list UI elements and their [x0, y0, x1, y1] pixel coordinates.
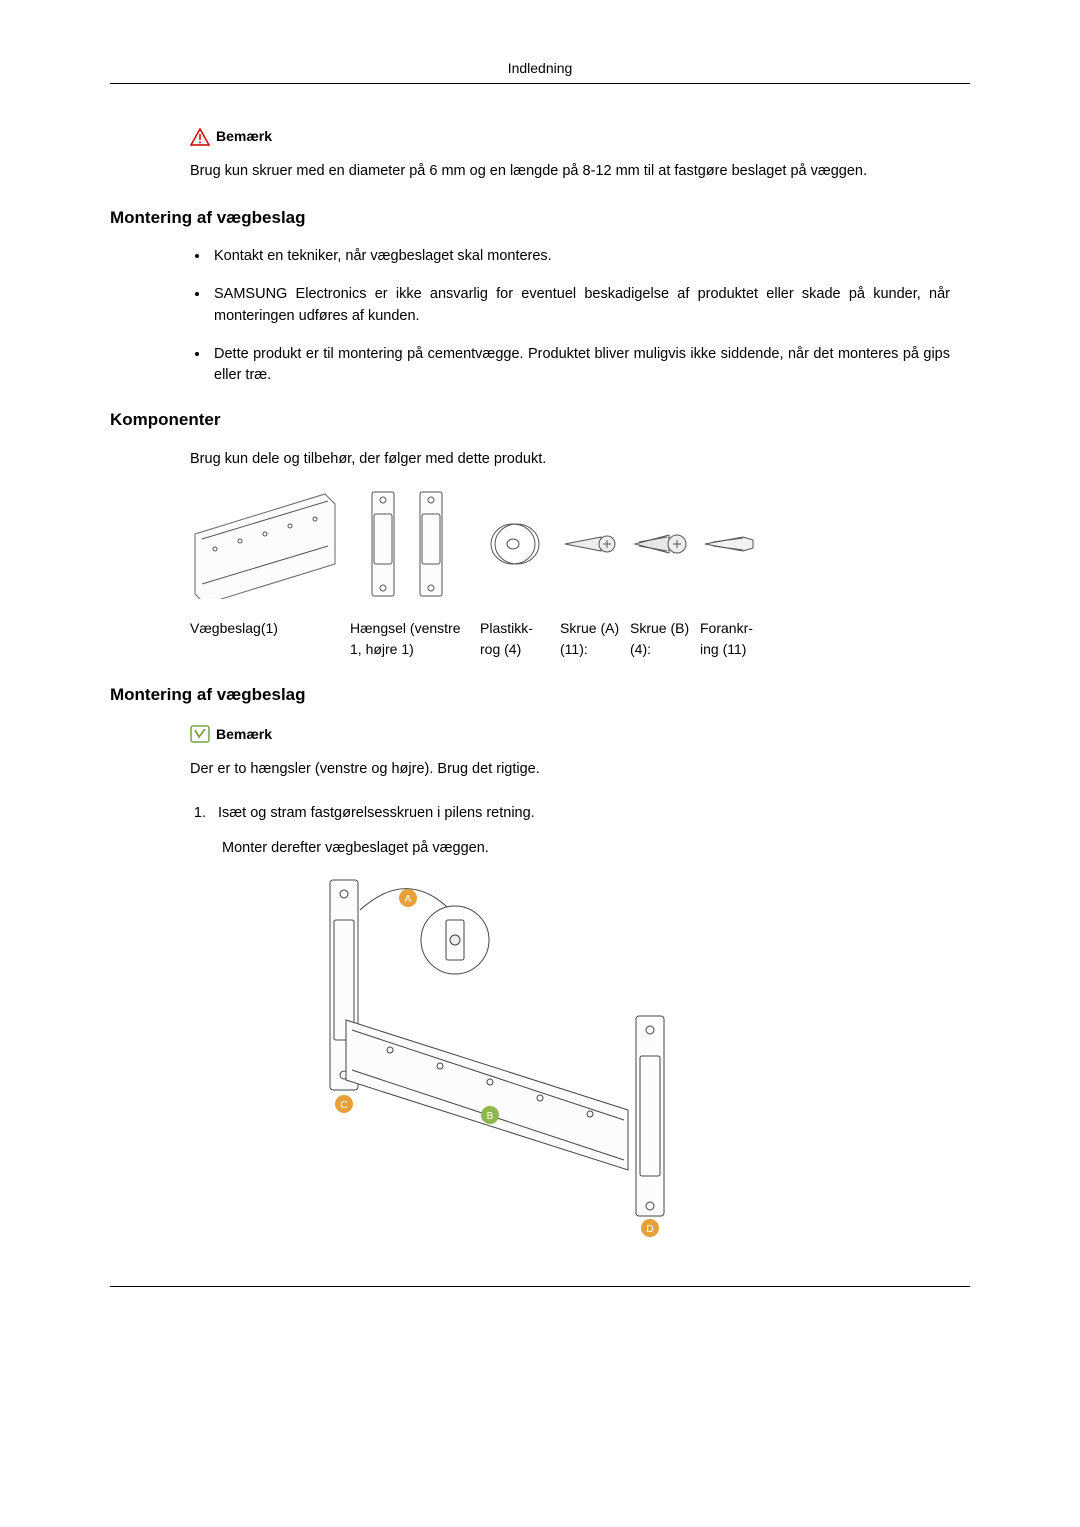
- bullet-list: Kontakt en tekniker, når vægbeslaget ska…: [210, 246, 950, 387]
- component-screw-b-icon: [630, 484, 690, 604]
- numbered-item: Isæt og stram fastgørelsesskruen i pilen…: [210, 803, 950, 825]
- info-note: Bemærk: [190, 724, 970, 745]
- marker-b: B: [487, 1111, 494, 1122]
- bullet-item: SAMSUNG Electronics er ikke ansvarlig fo…: [210, 284, 950, 328]
- numbered-list: Isæt og stram fastgørelsesskruen i pilen…: [210, 803, 950, 825]
- caution-note: Bemærk: [190, 126, 970, 147]
- footer-rule: [110, 1286, 970, 1287]
- caution-text: Brug kun skruer med en diameter på 6 mm …: [190, 161, 950, 183]
- component-label: Forankr-ing (11): [700, 618, 760, 660]
- section-title-components: Komponenter: [110, 407, 970, 433]
- component-label: Vægbeslag(1): [190, 618, 340, 639]
- component-screw-a-icon: [560, 484, 620, 604]
- component-hinge-icon: [350, 484, 470, 604]
- info-note-label: Bemærk: [216, 724, 272, 745]
- note-text: Der er to hængsler (venstre og højre). B…: [190, 759, 950, 781]
- page-header: Indledning: [110, 58, 970, 84]
- components-intro: Brug kun dele og tilbehør, der følger me…: [190, 449, 950, 471]
- component-label: Skrue (A)(11):: [560, 618, 620, 660]
- component-label: Skrue (B)(4):: [630, 618, 690, 660]
- marker-d: D: [646, 1224, 653, 1235]
- bullet-item: Dette produkt er til montering på cement…: [210, 344, 950, 388]
- assembly-diagram: A B C D: [300, 870, 970, 1246]
- component-label: Plastikk-rog (4): [480, 618, 550, 660]
- caution-label: Bemærk: [216, 126, 272, 147]
- component-labels: Vægbeslag(1) Hængsel (venstre 1, højre 1…: [190, 618, 970, 660]
- component-bracket-icon: [190, 484, 340, 604]
- marker-c: C: [340, 1100, 347, 1111]
- section-title-mounting-2: Montering af vægbeslag: [110, 682, 970, 708]
- component-anchor-icon: [700, 484, 760, 604]
- section-title-mounting-1: Montering af vægbeslag: [110, 205, 970, 231]
- component-ring-icon: [480, 484, 550, 604]
- info-note-icon: [190, 725, 210, 743]
- components-images: [190, 484, 970, 604]
- marker-a: A: [405, 894, 412, 905]
- step-subtext: Monter derefter vægbeslaget på væggen.: [222, 838, 970, 860]
- bullet-item: Kontakt en tekniker, når vægbeslaget ska…: [210, 246, 950, 268]
- component-label: Hængsel (venstre 1, højre 1): [350, 618, 470, 660]
- caution-icon: [190, 128, 210, 146]
